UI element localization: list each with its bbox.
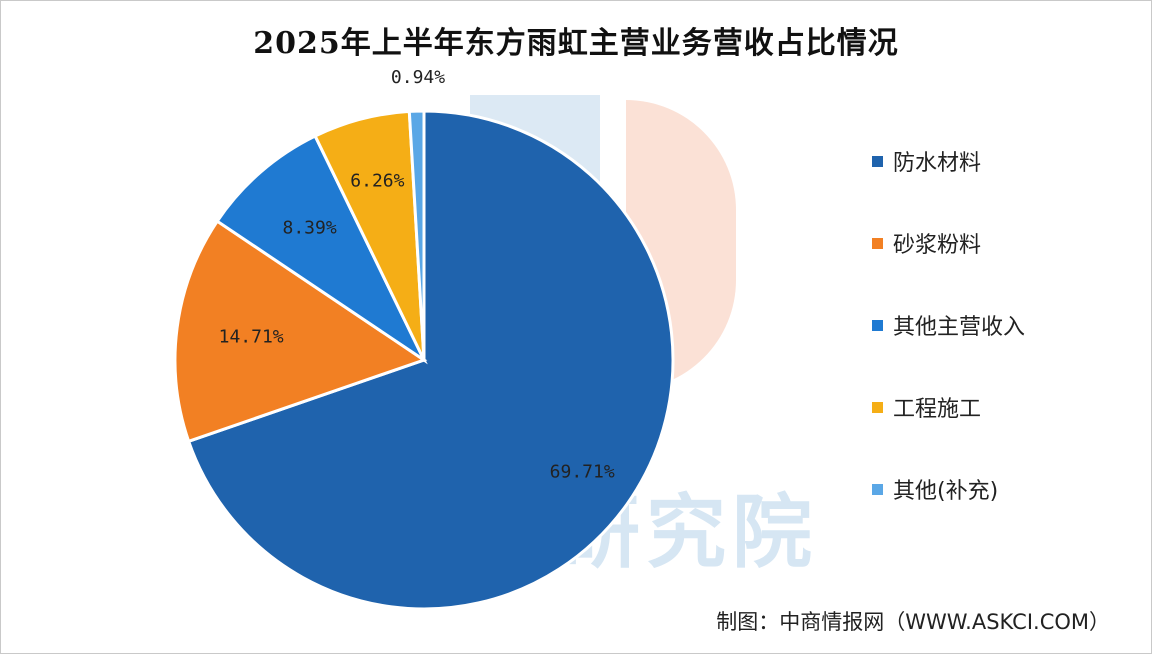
data-label: 8.39% [283,217,337,238]
legend-swatch [872,483,883,495]
pie-slice [186,109,675,611]
legend-swatch [872,319,883,331]
source-credit: 制图：中商情报网（WWW.ASKCI.COM） [716,610,1110,634]
pie-slice [173,219,428,444]
legend-swatch [872,155,883,167]
legend-item: 其他主营收入 [872,306,1132,344]
legend-label: 工程施工 [893,397,982,422]
legend-item: 工程施工 [872,388,1132,426]
pie-slice [407,109,426,361]
data-label: 69.71% [550,462,615,483]
pie-slice [215,134,428,365]
legend-label: 其他主营收入 [893,315,1026,340]
legend-label: 砂浆粉料 [893,233,982,258]
data-label: 0.94% [391,67,445,88]
data-label: 6.26% [350,171,404,192]
legend: 防水材料 砂浆粉料 其他主营收入 工程施工 其他(补充) [872,142,1132,552]
legend-item: 其他(补充) [872,470,1132,508]
chart-title: 2025年上半年东方雨虹主营业务营收占比情况 [253,26,899,61]
legend-item: 防水材料 [872,142,1132,180]
legend-swatch [872,401,883,413]
legend-label: 防水材料 [893,151,982,176]
legend-item: 砂浆粉料 [872,224,1132,262]
legend-label: 其他(补充) [893,479,999,504]
legend-swatch [872,237,883,249]
data-label: 14.71% [219,327,284,348]
